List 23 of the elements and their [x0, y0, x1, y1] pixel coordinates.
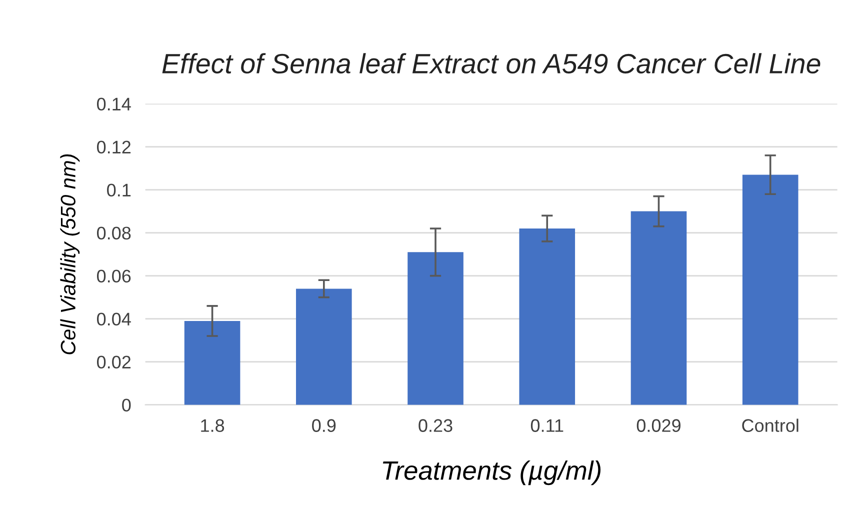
- bar: [296, 288, 352, 405]
- x-tick-label: 0.23: [418, 419, 452, 432]
- y-tick-label: 0.14: [97, 98, 131, 111]
- y-tick-label: 0.08: [97, 226, 131, 240]
- x-axis-title: Treatments (µg/ml): [382, 460, 600, 486]
- y-tick-label: 0.04: [97, 312, 131, 326]
- x-tick-label: Control: [742, 418, 798, 432]
- bar: [742, 174, 798, 405]
- chart-title: Effect of Senna leaf Extract on A549 Cancer Cell Line: [162, 53, 820, 74]
- y-tick-label: 0.1: [107, 184, 131, 197]
- y-tick-label: 0.06: [97, 270, 131, 283]
- y-tick-label: 0.12: [97, 140, 131, 154]
- y-axis-title: Cell Viability (550 nm): [60, 154, 80, 354]
- bar: [630, 211, 687, 405]
- bar: [519, 228, 576, 405]
- bar: [184, 320, 240, 405]
- x-tick-label: 1.8: [201, 419, 224, 432]
- x-tick-label: 0.9: [312, 419, 336, 432]
- y-tick-label: 0.02: [97, 356, 131, 369]
- x-tick-label: 0.11: [530, 419, 564, 432]
- x-tick-label: 0.029: [636, 419, 680, 432]
- bar: [408, 252, 464, 405]
- y-tick-label: 0: [122, 398, 131, 412]
